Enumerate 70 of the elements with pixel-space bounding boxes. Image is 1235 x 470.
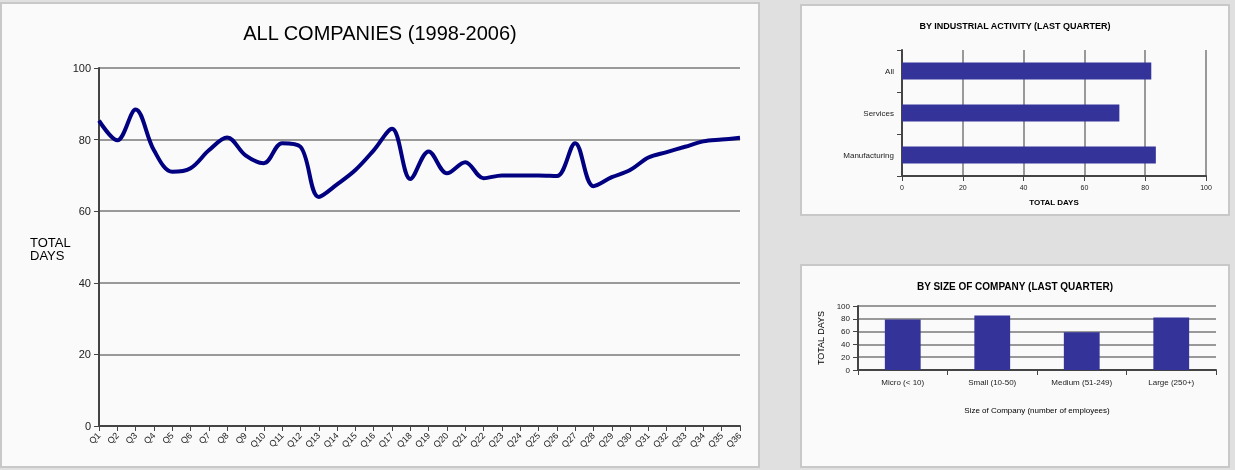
y-tick-label: All	[885, 66, 895, 76]
x-tick-label: Q28	[577, 430, 598, 450]
bar	[1153, 317, 1190, 370]
chart-title: BY SIZE OF COMPANY (LAST QUARTER)	[916, 280, 1114, 292]
line-series	[97, 107, 742, 199]
y-tick-label: Services	[863, 108, 894, 118]
x-tick-label: Q8	[215, 430, 231, 447]
x-tick-label: Q19	[413, 430, 433, 450]
x-tick-label: Q2	[105, 430, 121, 447]
x-tick-label: Q34	[687, 430, 707, 450]
bar	[884, 319, 921, 370]
y-tick-label: 20	[841, 352, 851, 362]
x-tick-label: Q14	[321, 430, 341, 450]
x-axis-title: TOTAL DAYS	[1029, 197, 1080, 207]
x-tick-label: Q1	[86, 430, 103, 447]
y-tick-label: 0	[845, 365, 851, 375]
chart-title: ALL COMPANIES (1998-2006)	[243, 22, 517, 44]
x-tick-label: Q29	[596, 430, 616, 450]
x-tick-label: Q24	[504, 430, 524, 450]
x-tick-label: Q33	[669, 430, 689, 450]
x-tick-label: Q5	[160, 430, 176, 447]
y-tick-label: 0	[84, 420, 91, 432]
bar	[974, 315, 1011, 370]
x-tick-label: Q22	[468, 430, 488, 450]
y-tick-label: 60	[841, 327, 851, 337]
x-tick-label: Q7	[196, 430, 213, 447]
x-tick-label: Q21	[449, 430, 469, 450]
x-tick-label: Large (250+)	[1148, 377, 1195, 387]
chart-title: BY INDUSTRIAL ACTIVITY (LAST QUARTER)	[919, 20, 1111, 31]
x-tick-label: Q31	[632, 430, 652, 450]
x-tick-label: Q25	[523, 430, 543, 450]
y-tick-label: 80	[841, 314, 851, 324]
x-tick-label: Q26	[541, 430, 561, 450]
y-axis-title: TOTAL DAYS	[816, 310, 827, 366]
y-tick-label: 40	[78, 276, 91, 289]
x-tick-label: Q36	[724, 430, 744, 450]
y-tick-label: 80	[78, 133, 91, 146]
x-tick-label: Medium (51-249)	[1051, 377, 1113, 387]
x-tick-label: Small (10-50)	[968, 377, 1017, 387]
bar	[1063, 332, 1100, 370]
bar	[902, 104, 1120, 122]
y-tick-label: Manufacturing	[843, 150, 894, 160]
x-tick-label: Q3	[123, 430, 140, 447]
x-tick-label: Q30	[614, 430, 634, 450]
x-tick-label: Q11	[267, 430, 286, 450]
x-tick-label: Q32	[651, 430, 671, 450]
y-tick-label: 20	[78, 348, 91, 361]
y-tick-label: 40	[841, 339, 851, 349]
x-tick-label: Q15	[339, 430, 359, 450]
bar	[902, 62, 1152, 80]
x-tick-label: Q6	[178, 430, 195, 447]
x-tick-label: Q9	[233, 430, 250, 447]
x-tick-label: Q35	[706, 430, 726, 450]
x-axis-title: Size of Company (number of employees)	[964, 405, 1111, 415]
x-tick-label: Q10	[248, 430, 268, 450]
x-tick-label: Q17	[376, 430, 396, 450]
x-tick-label: Q13	[303, 430, 323, 450]
x-tick-label: Micro (< 10)	[881, 377, 925, 387]
x-tick-label: Q12	[284, 430, 304, 450]
x-tick-label: Q18	[394, 430, 414, 450]
x-tick-label: Q20	[431, 430, 451, 450]
y-tick-label: 60	[78, 205, 91, 218]
y-tick-label: 100	[836, 301, 851, 311]
y-axis-title: TOTAL DAYS	[30, 235, 74, 263]
x-tick-label: Q23	[486, 430, 506, 450]
x-tick-label: Q27	[559, 430, 579, 450]
x-tick-label: Q4	[141, 430, 158, 447]
bar	[902, 146, 1156, 164]
y-tick-label: 100	[72, 62, 91, 74]
x-tick-label: Q16	[358, 430, 378, 450]
